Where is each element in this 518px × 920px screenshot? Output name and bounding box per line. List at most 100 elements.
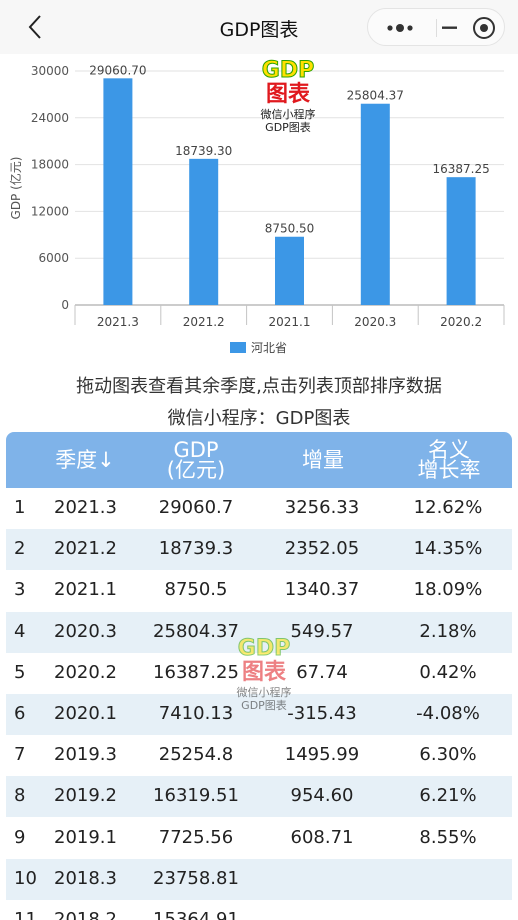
rank-cell: 7 [14,744,26,766]
increase-header-label: 增量 [302,448,344,472]
mini-program-name-text: 微信小程序：GDP图表 [167,408,351,429]
rate-cell: 8.55% [419,826,477,848]
quarter-cell: 2021.3 [54,497,117,518]
minimize-icon [439,26,457,29]
table-row[interactable]: 8 2019.2 16319.51 954.60 6.21% [6,776,512,818]
rank-cell: 1 [14,497,26,518]
bar [189,158,219,305]
table-row[interactable]: 10 2018.3 23758.81 [6,858,512,900]
table-row[interactable]: 11 2018.2 15364.91 [6,900,512,920]
rank-cell: 4 [14,620,26,642]
rate-cell: 14.35% [413,538,483,560]
increase-cell: 2352.05 [284,538,360,560]
quarter-cell: 2018.3 [54,867,117,889]
rate-cell: 2.18% [419,620,477,642]
quarter-cell: 2019.2 [54,785,117,807]
rank-cell: 10 [14,867,37,889]
target-close-icon [473,17,495,39]
mini-program-capsule [367,8,505,46]
gdp-bar-chart[interactable]: 0 6000 12000 18000 24000 30000 29060.70 2021.3 1… [0,54,518,364]
gdp-cell: 29060.7 [158,497,234,518]
increase-cell: 67.74 [296,661,348,683]
legend-swatch [230,342,246,353]
increase-cell: 1340.37 [284,579,360,601]
data-label: 16387.25 [432,162,489,176]
gdp-cell: 7725.56 [158,826,234,848]
page-title: GDP图表 [219,19,299,41]
x-tick-label: 2021.2 [183,315,225,329]
gdp-cell: 16387.25 [153,661,239,683]
y-tick-label: 12000 [31,204,69,218]
table-row[interactable]: 5 2020.2 16387.25 67.74 0.42% [6,653,512,694]
rate-cell: 6.30% [419,744,477,766]
data-label: 29060.70 [89,63,146,77]
y-tick-label: 18000 [31,158,69,172]
table-row[interactable]: 1 2021.3 29060.7 3256.33 12.62% [6,488,512,529]
navigation-bar: GDP图表 [0,0,518,54]
table-row[interactable]: 3 2021.1 8750.5 1340.37 18.09% [6,570,512,611]
quarter-cell: 2021.2 [54,538,117,560]
sort-increase-header[interactable]: 增量 [268,432,378,488]
rank-cell: 2 [14,538,26,560]
bar [275,236,304,305]
increase-cell: 1495.99 [284,744,360,766]
rate-cell: 18.09% [413,579,483,601]
legend-label: 河北省 [251,341,287,355]
table-row[interactable]: 7 2019.3 25254.8 1495.99 6.30% [6,735,512,776]
capsule-divider [436,19,437,37]
increase-cell [264,859,380,900]
gdp-cell: 25254.8 [158,744,234,766]
rate-cell: 12.62% [413,497,483,518]
gdp-header-unit: (亿元) [166,458,226,482]
gdp-cell: 7410.13 [158,703,234,724]
close-button[interactable] [439,13,502,43]
more-button[interactable] [372,13,432,43]
table-row[interactable]: 6 2020.1 7410.13 -315.43 -4.08% [6,694,512,735]
sort-quarter-header[interactable]: 季度↓ [42,432,128,488]
x-tick-label: 2020.3 [354,315,396,329]
table-header: 季度↓ GDP (亿元) 增量 名义 增长率 [6,432,512,488]
data-label: 18739.30 [175,144,232,158]
rank-cell: 5 [14,661,26,683]
more-dots-icon [387,24,413,32]
increase-cell: 3256.33 [284,497,360,518]
gdp-cell: 15364.91 [153,909,239,920]
bar [446,177,476,305]
drag-hint-text: 拖动图表查看其余季度,点击列表顶部排序数据 [76,376,442,397]
increase-cell: 549.57 [290,620,354,642]
bar [360,103,390,305]
quarter-header-label: 季度↓ [55,448,115,472]
table-row[interactable]: 2 2021.2 18739.3 2352.05 14.35% [6,529,512,571]
quarter-cell: 2021.1 [54,579,117,601]
table-row[interactable]: 4 2020.3 25804.37 549.57 2.18% [6,611,512,653]
quarter-cell: 2018.2 [54,909,117,920]
rank-cell: 11 [14,909,37,920]
gdp-table-body[interactable]: 1 2021.3 29060.7 3256.33 12.62% 2 2021.2 18739.… [6,488,512,920]
y-tick-label: 24000 [31,111,69,125]
rate-cell [392,859,504,900]
y-tick-label: 30000 [31,64,69,78]
rank-cell: 9 [14,826,26,848]
increase-cell [264,900,380,920]
gdp-cell: 18739.3 [158,538,234,560]
quarter-cell: 2020.2 [54,661,117,683]
chart-canvas[interactable]: 0 6000 12000 18000 24000 30000 29060.70 2021.3 1… [0,54,518,364]
x-tick-label: 2020.2 [440,315,482,329]
rank-cell: 6 [14,703,26,724]
gdp-cell: 8750.5 [164,579,228,601]
back-button[interactable] [22,13,50,41]
sort-rate-header[interactable]: 名义 增长率 [394,432,504,488]
table-row[interactable]: 9 2019.1 7725.56 608.71 8.55% [6,818,512,859]
rate-header-label-2: 增长率 [417,458,481,482]
gdp-cell: 16319.51 [153,785,239,807]
rate-cell [392,900,504,920]
y-tick-label: 0 [61,298,69,312]
rate-cell: -4.08% [416,703,480,724]
chevron-left-icon [28,15,41,39]
sort-gdp-header[interactable]: GDP (亿元) [136,432,256,488]
gdp-cell: 23758.81 [153,867,239,889]
data-label: 25804.37 [347,89,404,103]
x-tick-label: 2021.3 [97,315,139,329]
data-label: 8750.50 [265,222,315,236]
rank-cell: 3 [14,579,26,601]
